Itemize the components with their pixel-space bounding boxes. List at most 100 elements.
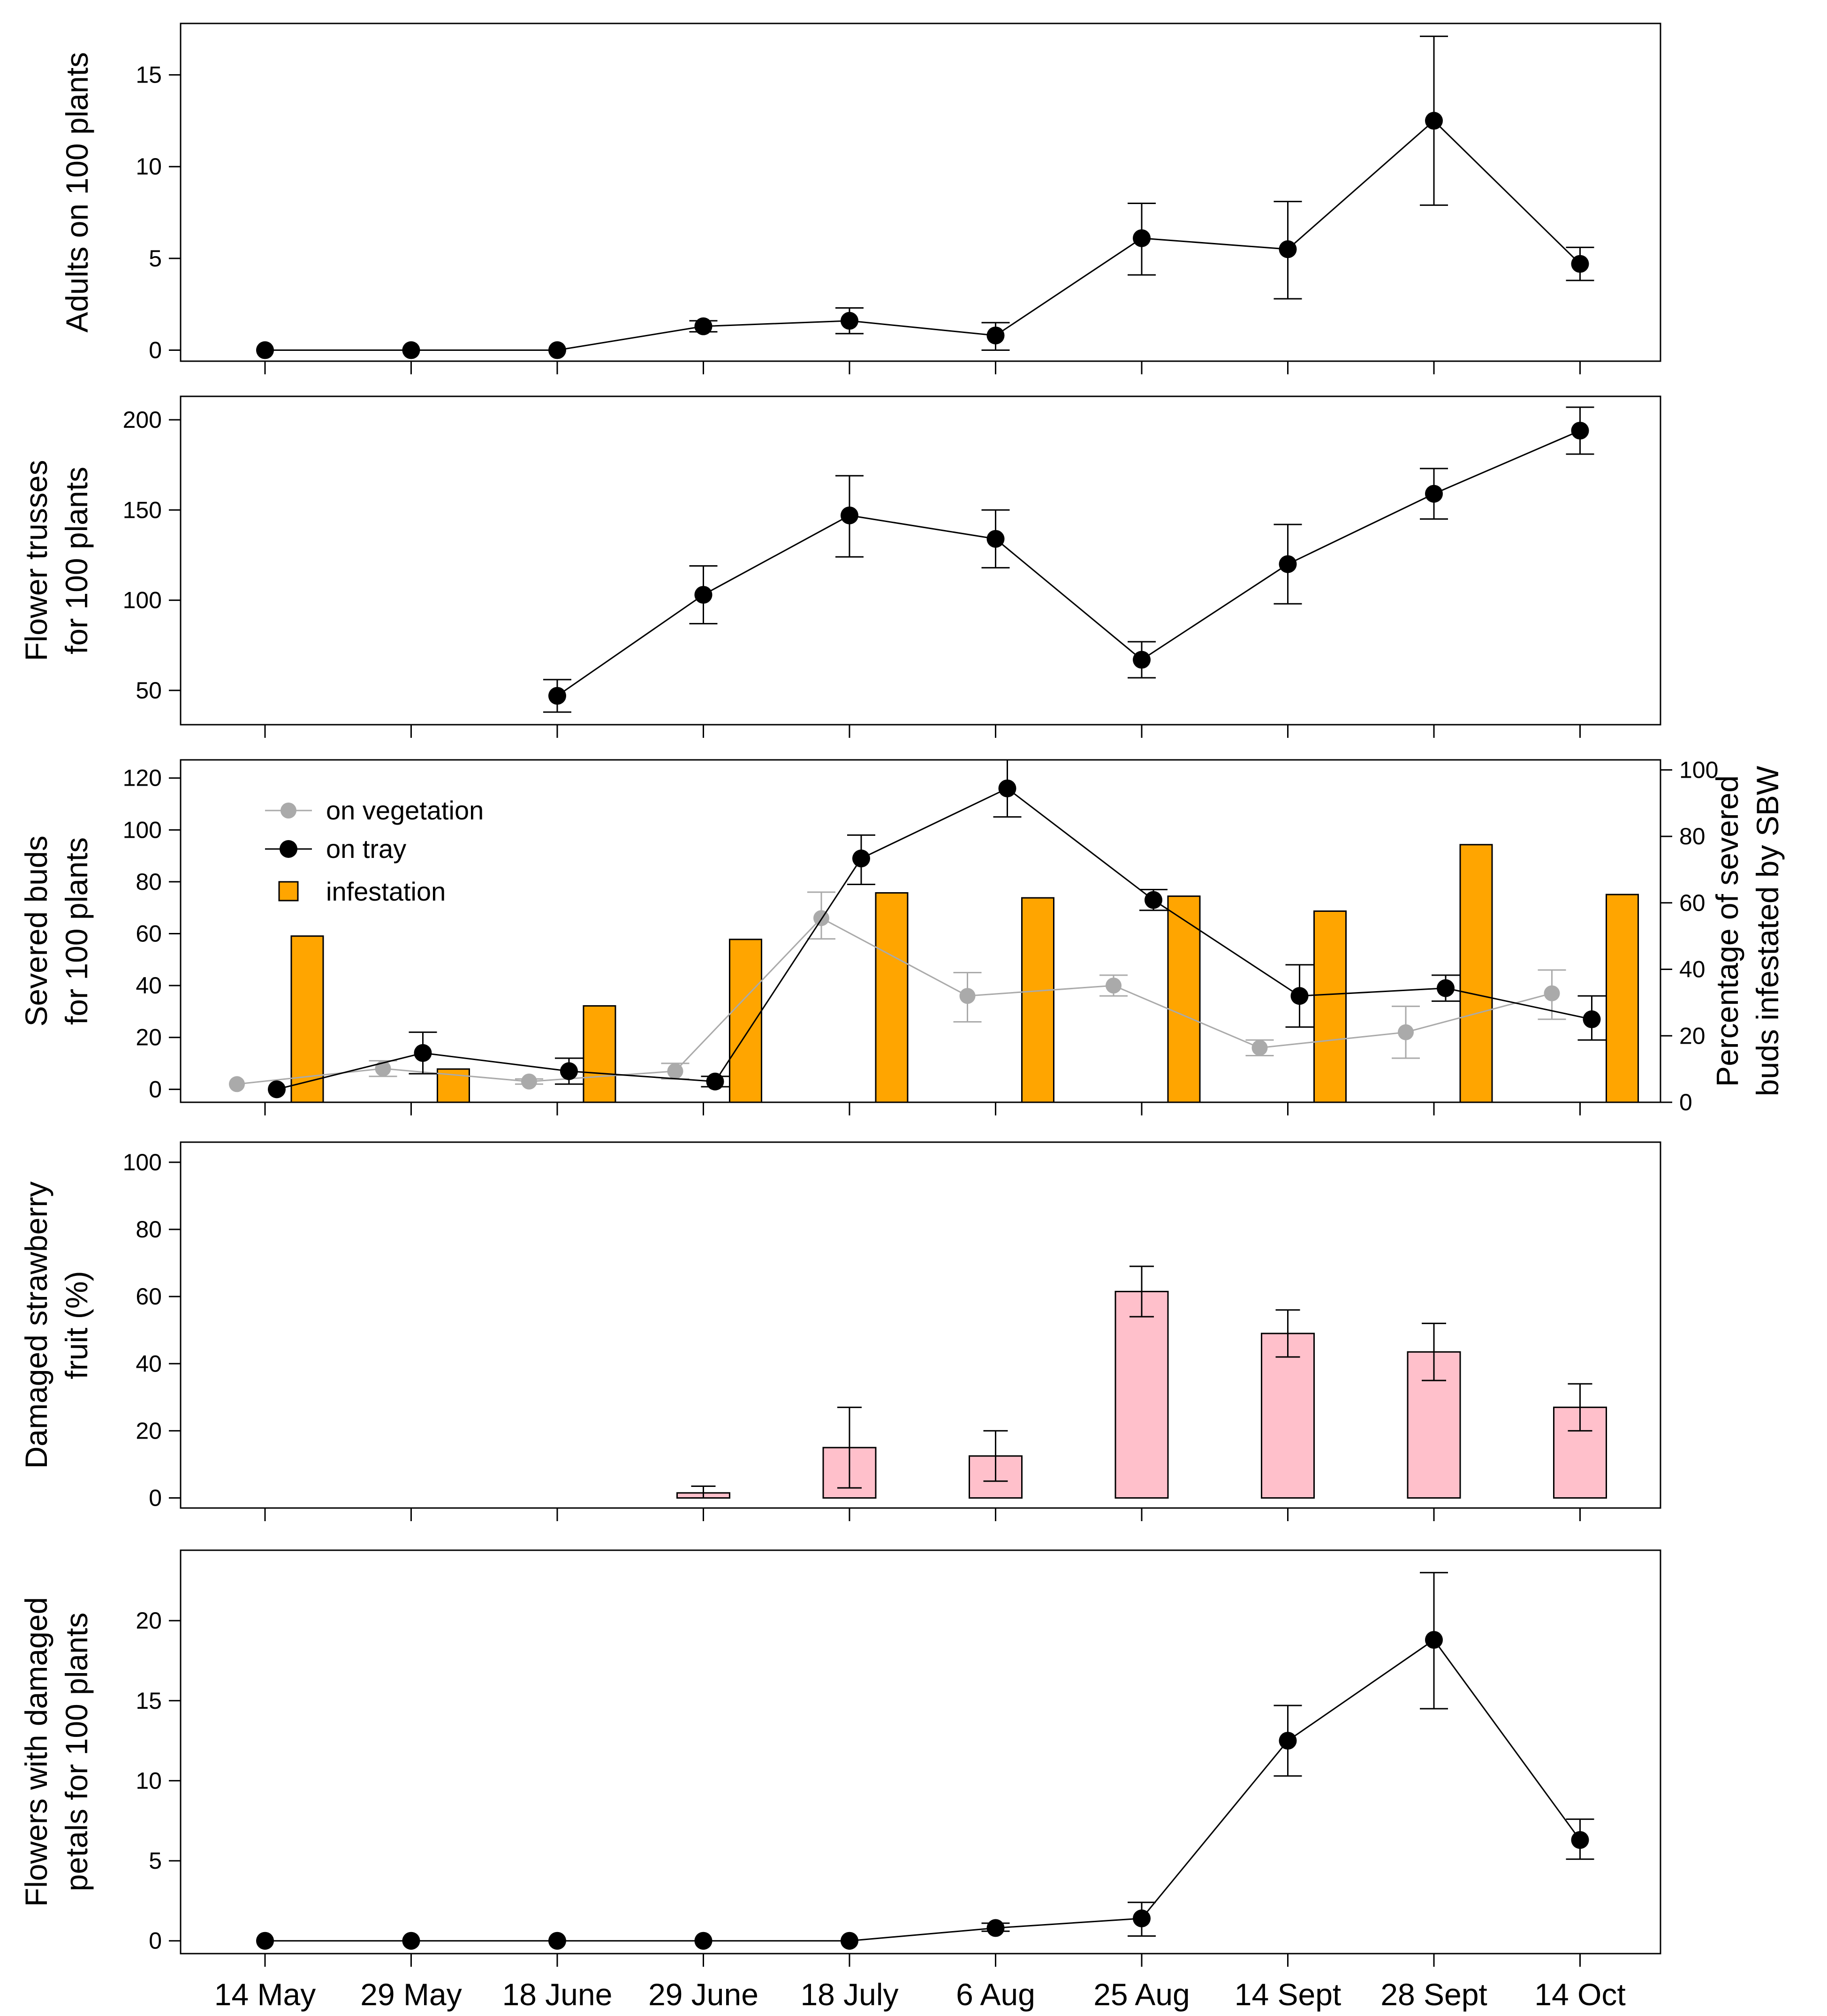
y-tick-label: 100 <box>123 1149 162 1175</box>
infestation-bar <box>729 939 762 1103</box>
data-point <box>1279 555 1297 573</box>
y-axis-title-line: for 100 plants <box>59 467 94 654</box>
y-axis-title-line: Severed buds <box>19 835 53 1026</box>
data-point <box>1145 891 1162 909</box>
series-line-flower-trusses <box>557 430 1581 697</box>
data-point <box>229 1076 245 1092</box>
y-axis-title-line: Damaged strawberry <box>19 1182 53 1469</box>
legend-marker-on-vegetation <box>280 803 296 819</box>
series-layer <box>256 35 1594 359</box>
legend-label-on-vegetation: on vegetation <box>326 796 484 825</box>
y-axis-right: 0 20 40 60 80 100 <box>1660 757 1718 1115</box>
data-point <box>414 1044 432 1062</box>
series-layer <box>543 406 1594 713</box>
data-point <box>402 1932 420 1950</box>
data-point <box>667 1063 683 1079</box>
panel-damaged-fruit: 0 20 40 60 80 100 Damaged strawberry fruit (%) <box>19 1141 1661 1521</box>
y-tick-label: 15 <box>136 1688 162 1714</box>
data-point <box>706 1072 724 1091</box>
y-tick-label: 15 <box>136 62 162 88</box>
x-ticks <box>264 1954 1581 1967</box>
y-axis-title-line: Adults on 100 plants <box>60 52 94 333</box>
plot-frame <box>180 1141 1661 1509</box>
y-axis: 50 100 150 200 <box>123 407 181 704</box>
legend-swatch-infestation <box>278 881 299 902</box>
infestation-bar <box>1459 844 1493 1103</box>
y-axis-title-right: Percentage of severed buds infestated by … <box>1710 765 1785 1096</box>
y-tick-label: 50 <box>136 677 162 704</box>
data-point <box>548 687 566 705</box>
y-axis-title-line: fruit (%) <box>59 1271 94 1379</box>
y-tick-label: 0 <box>149 1928 162 1954</box>
y-tick-label-right: 20 <box>1679 1023 1706 1049</box>
panel-adults: 0 5 10 15 Adults on 100 plants <box>60 23 1661 374</box>
y-tick-label-right: 100 <box>1679 757 1718 783</box>
y-tick-label: 60 <box>136 1283 162 1310</box>
data-point <box>548 341 566 359</box>
infestation-bar <box>583 1005 616 1103</box>
legend-label-on-tray: on tray <box>326 834 406 864</box>
x-ticks <box>264 725 1581 738</box>
x-tick-label: 18 July <box>800 1977 898 2012</box>
x-ticks <box>264 1508 1581 1521</box>
data-point <box>1544 985 1560 1001</box>
data-point <box>841 506 858 524</box>
y-tick-label: 150 <box>123 497 162 523</box>
data-point <box>986 1919 1005 1937</box>
data-point <box>959 988 976 1004</box>
y-axis: 0 20 40 60 80 100 <box>123 1149 181 1511</box>
data-point <box>1571 255 1589 273</box>
x-ticks <box>264 1102 1581 1115</box>
plot-frame <box>180 1549 1661 1955</box>
panel-damaged-petals: 0 5 10 15 20 Flowers with damaged petals for … <box>19 1549 1661 2012</box>
y-tick-label-right: 80 <box>1679 823 1706 849</box>
data-point <box>1279 1732 1297 1750</box>
y-axis-title-line: Flowers with damaged <box>19 1597 53 1907</box>
y-tick-label: 80 <box>136 869 162 895</box>
infestation-bar <box>1313 910 1347 1103</box>
y-tick-label: 80 <box>136 1216 162 1243</box>
y-axis-title-line: petals for 100 plants <box>59 1613 94 1891</box>
infestation-bar <box>1021 897 1054 1103</box>
x-tick-label: 18 June <box>502 1977 613 2012</box>
y-axis-title-right-line: buds infestated by SBW <box>1750 765 1785 1096</box>
data-point <box>841 311 858 330</box>
legend-label-infestation: infestation <box>326 877 446 906</box>
infestation-bar <box>290 935 324 1103</box>
y-tick-label: 20 <box>136 1024 162 1051</box>
infestation-bar <box>1167 895 1201 1103</box>
data-point <box>1106 978 1122 994</box>
y-tick-label: 0 <box>149 337 162 364</box>
x-tick-label: 29 June <box>648 1977 758 2012</box>
y-tick-label: 5 <box>149 245 162 272</box>
y-axis-title-right-line: Percentage of severed <box>1710 775 1744 1087</box>
data-point <box>1251 1039 1268 1056</box>
x-tick-label: 14 Sept <box>1235 1977 1342 2012</box>
data-point <box>1583 1010 1601 1029</box>
data-point <box>560 1062 578 1080</box>
y-axis-title-line: for 100 plants <box>59 837 94 1025</box>
data-point <box>986 530 1005 548</box>
y-axis: 0 20 40 60 80 100 120 <box>123 765 181 1102</box>
bar-layer <box>290 844 1639 1103</box>
infestation-bar <box>1606 894 1639 1103</box>
y-tick-label-right: 0 <box>1679 1089 1692 1115</box>
data-point <box>1425 112 1443 130</box>
y-axis: 0 5 10 15 20 <box>136 1607 181 1954</box>
series-line-on-vegetation <box>236 917 1552 1085</box>
x-tick-label: 14 May <box>214 1977 316 2012</box>
x-ticks <box>264 361 1581 374</box>
panel-severed: 0 20 40 60 80 100 120 0 20 40 60 80 100 Severed bud… <box>19 757 1785 1115</box>
y-tick-label: 200 <box>123 407 162 433</box>
data-point <box>998 779 1016 797</box>
y-tick-label: 5 <box>149 1848 162 1874</box>
series-layer <box>256 1572 1594 1950</box>
y-axis-title: Severed buds for 100 plants <box>19 835 94 1026</box>
x-tick-label: 29 May <box>360 1977 462 2012</box>
legend-marker-on-tray <box>280 840 297 858</box>
series-line-damaged-petals <box>265 1639 1581 1942</box>
data-point <box>521 1073 537 1090</box>
y-tick-label: 10 <box>136 153 162 180</box>
data-point <box>1279 240 1297 258</box>
